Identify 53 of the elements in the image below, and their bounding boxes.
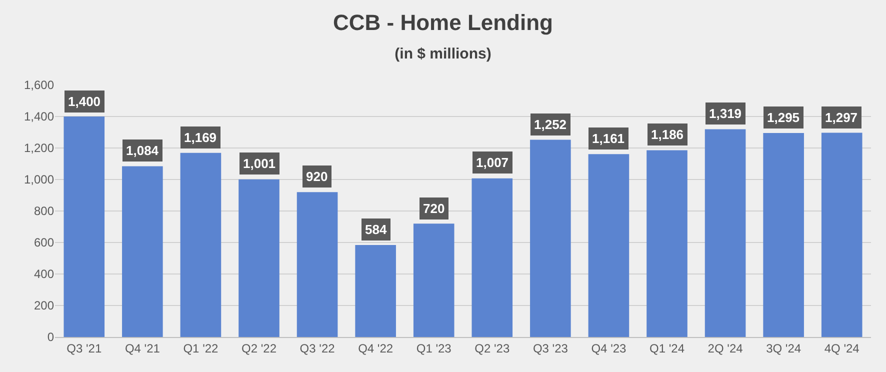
x-tick-label: Q4 '21 xyxy=(124,341,160,356)
y-tick-label: 600 xyxy=(34,236,54,250)
data-label: 1,186 xyxy=(651,127,684,142)
bar xyxy=(413,224,454,337)
bar xyxy=(530,140,571,337)
data-label: 1,319 xyxy=(709,106,742,121)
bar xyxy=(355,245,396,337)
y-tick-label: 0 xyxy=(47,330,54,344)
x-tick-label: 2Q '24 xyxy=(708,341,744,356)
data-label: 1,001 xyxy=(243,156,276,171)
x-tick-label: Q2 '23 xyxy=(474,341,510,356)
y-tick-label: 1,200 xyxy=(24,141,54,156)
x-tick-label: Q1 '22 xyxy=(183,341,219,356)
chart-subtitle: (in $ millions) xyxy=(394,45,492,62)
x-tick-label: Q3 '21 xyxy=(66,341,102,356)
bar xyxy=(588,154,630,337)
bar xyxy=(821,132,862,337)
data-label: 1,297 xyxy=(825,110,858,125)
bar xyxy=(704,129,746,337)
data-label: 1,161 xyxy=(592,131,625,146)
data-label: 1,084 xyxy=(126,143,160,158)
data-label: 1,252 xyxy=(534,117,567,132)
bar xyxy=(180,152,222,337)
x-tick-label: Q1 '23 xyxy=(416,341,452,356)
bar xyxy=(763,133,804,337)
x-tick-label: Q2 '22 xyxy=(242,341,277,356)
data-label: 1,007 xyxy=(476,155,509,170)
x-tick-label: 4Q '24 xyxy=(824,341,860,356)
chart-title: CCB - Home Lending xyxy=(333,10,553,35)
bar xyxy=(122,166,163,337)
bar xyxy=(238,179,280,337)
data-label: 720 xyxy=(423,201,445,216)
y-tick-label: 1,400 xyxy=(24,110,54,124)
y-tick-label: 800 xyxy=(34,204,54,218)
data-label: 1,169 xyxy=(184,130,217,145)
x-tick-label: Q1 '24 xyxy=(650,341,685,356)
x-tick-label: Q3 '23 xyxy=(532,341,568,356)
y-tick-label: 1,600 xyxy=(24,78,54,92)
y-tick-label: 1,000 xyxy=(24,172,54,187)
data-label: 584 xyxy=(365,222,388,237)
bar xyxy=(646,150,688,337)
bar xyxy=(472,178,513,337)
x-tick-label: Q4 '22 xyxy=(358,341,394,356)
x-tick-label: Q3 '22 xyxy=(300,341,336,356)
x-tick-label: 3Q '24 xyxy=(766,341,802,356)
data-label: 1,400 xyxy=(68,94,101,109)
data-label: 920 xyxy=(306,169,328,184)
y-tick-label: 400 xyxy=(34,267,54,282)
data-label: 1,295 xyxy=(767,110,800,125)
y-tick-label: 200 xyxy=(34,298,54,313)
bar xyxy=(64,116,105,337)
bar xyxy=(296,192,338,337)
x-tick-label: Q4 '23 xyxy=(591,341,627,356)
